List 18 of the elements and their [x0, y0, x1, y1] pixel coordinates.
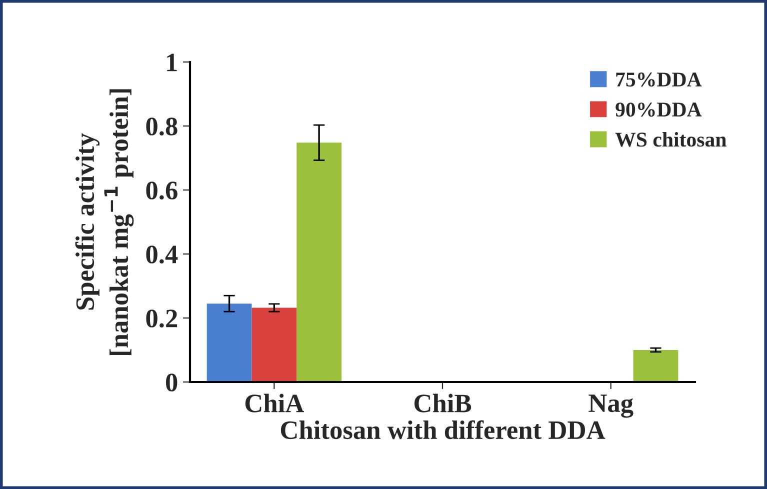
- x-axis-title: Chitosan with different DDA: [280, 420, 606, 440]
- y-tick-label: 0.2: [146, 310, 178, 328]
- y-axis-title: Specific activity [nanokat mg$^{−1}$ protein]: [75, 89, 134, 356]
- bar: [296, 142, 342, 382]
- bar: [206, 304, 252, 382]
- legend-label: 90%DDA: [616, 102, 702, 117]
- y-tick-label: 0.4: [146, 246, 178, 264]
- y-tick-label: 0.6: [146, 182, 178, 200]
- bar: [252, 308, 297, 382]
- legend-label: WS chitosan: [615, 132, 726, 147]
- y-tick-label: 0.8: [146, 118, 178, 136]
- legend-label: 75%DDA: [616, 72, 702, 87]
- x-tick-label: ChiB: [414, 394, 472, 412]
- bar: [633, 350, 678, 382]
- x-tick-label: Nag: [588, 394, 634, 418]
- y-tick-label: 0: [166, 374, 178, 392]
- x-tick-label: ChiA: [245, 394, 304, 412]
- y-tick-label: 1: [167, 54, 177, 72]
